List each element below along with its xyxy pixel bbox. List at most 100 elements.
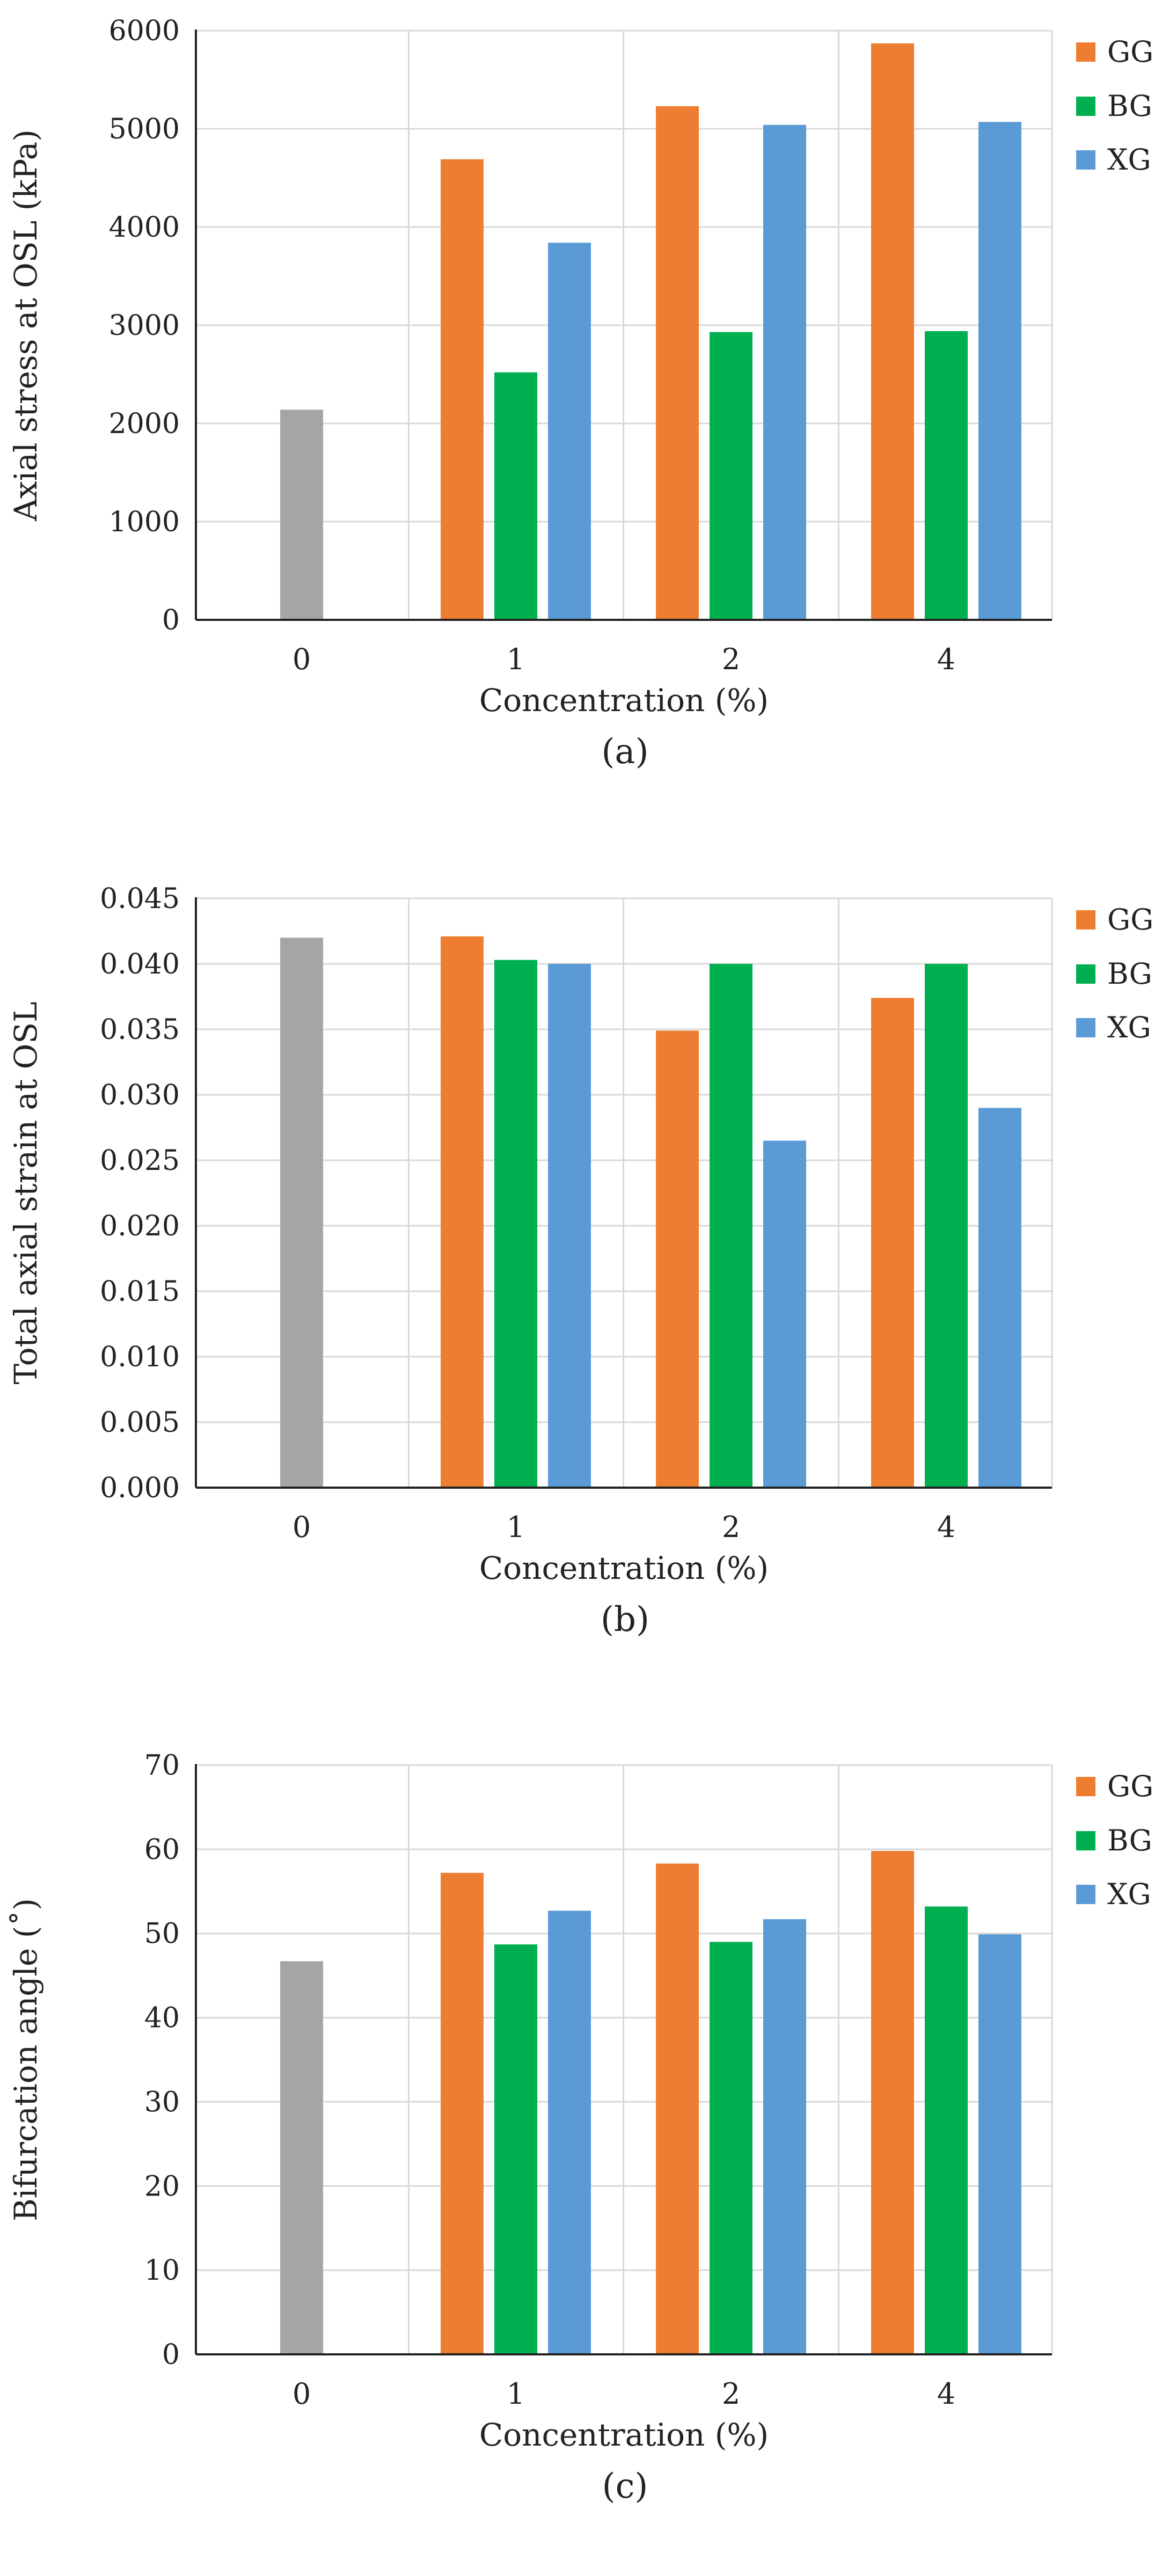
y-tick-label: 0 [162, 604, 180, 636]
x-tick-label: 4 [937, 642, 955, 676]
y-tick-label: 0.005 [100, 1407, 180, 1439]
y-axis-title: Bifurcation angle (˚) [8, 1898, 44, 2221]
legend-label-gg: GG [1107, 1769, 1153, 1803]
y-tick-label: 70 [144, 1750, 180, 1782]
bifurcation-angle-chart: 0 10 20 30 40 50 60 70 0 1 2 4 Concentration (%) Bifu… [8, 1750, 1153, 2506]
legend-swatch-gg [1076, 910, 1095, 930]
legend-swatch-xg [1076, 150, 1095, 170]
x-axis-title: Concentration (%) [479, 682, 769, 719]
bar-xg-1 [548, 964, 591, 1488]
bar-bg-2 [710, 964, 752, 1488]
legend-swatch-gg [1076, 1777, 1095, 1796]
bar-xg-4 [978, 1934, 1021, 2354]
y-tick-label: 0.030 [100, 1079, 180, 1111]
bar-xg-1 [548, 243, 591, 620]
chart-panel-a: 0 1000 2000 3000 4000 5000 6000 0 1 2 4 Concentrati… [0, 0, 1162, 841]
y-tick-label: 0.035 [100, 1014, 180, 1046]
y-tick-label: 0 [162, 2339, 180, 2371]
x-tick-label: 2 [722, 2377, 740, 2411]
x-tick-label: 0 [293, 642, 311, 676]
bar-gg-1 [441, 159, 484, 620]
x-tick-label: 1 [507, 642, 525, 676]
bar-bg-1 [494, 1944, 537, 2354]
bar-control-0 [280, 938, 323, 1488]
bar-gg-4 [871, 1850, 914, 2354]
bar-gg-1 [441, 1872, 484, 2354]
legend-label-bg: BG [1107, 957, 1152, 991]
y-tick-label: 60 [144, 1834, 180, 1866]
legend-swatch-gg [1076, 42, 1095, 62]
bar-xg-2 [763, 1919, 806, 2354]
legend-label-xg: XG [1107, 143, 1151, 177]
y-tick-label: 0.010 [100, 1341, 180, 1373]
x-tick-label: 4 [937, 1510, 955, 1544]
bar-xg-4 [978, 122, 1021, 620]
figure-caption: (a) [601, 732, 648, 772]
bar-bg-4 [925, 331, 968, 620]
bar-gg-2 [656, 1030, 699, 1488]
y-axis-title: Total axial strain at OSL [8, 1001, 44, 1384]
axial-strain-chart: 0.000 0.005 0.010 0.015 0.020 0.025 0.030 0.035… [8, 883, 1153, 1640]
legend-swatch-xg [1076, 1885, 1095, 1904]
bar-control-0 [280, 409, 323, 620]
y-tick-label: 0.015 [100, 1276, 180, 1308]
bar-bg-2 [710, 1942, 752, 2354]
bar-gg-1 [441, 936, 484, 1488]
legend-label-xg: XG [1107, 1877, 1151, 1911]
y-tick-label: 6000 [109, 15, 180, 47]
x-axis-title: Concentration (%) [479, 2417, 769, 2453]
bar-xg-4 [978, 1108, 1021, 1488]
y-tick-label: 0.040 [100, 948, 180, 980]
bar-gg-4 [871, 43, 914, 620]
x-tick-label: 2 [722, 1510, 740, 1544]
axial-stress-chart: 0 1000 2000 3000 4000 5000 6000 0 1 2 4 Concentrati… [8, 15, 1153, 772]
y-tick-label: 30 [144, 2086, 180, 2118]
bar-xg-2 [763, 1140, 806, 1488]
y-tick-label: 0.025 [100, 1145, 180, 1177]
y-tick-label: 0.000 [100, 1472, 180, 1504]
x-tick-label: 0 [293, 1510, 311, 1544]
bar-gg-2 [656, 106, 699, 620]
y-tick-label: 2000 [109, 408, 180, 440]
x-tick-label: 1 [507, 2377, 525, 2411]
x-tick-label: 1 [507, 1510, 525, 1544]
legend-swatch-xg [1076, 1018, 1095, 1037]
legend-swatch-bg [1076, 1831, 1095, 1850]
chart-panel-c: 0 10 20 30 40 50 60 70 0 1 2 4 Concentration (%) Bifu… [0, 1735, 1162, 2576]
x-tick-label: 0 [293, 2377, 311, 2411]
legend-swatch-bg [1076, 97, 1095, 116]
legend-label-gg: GG [1107, 903, 1153, 936]
bar-control-0 [280, 1961, 323, 2354]
bar-bg-1 [494, 960, 537, 1488]
x-tick-label: 4 [937, 2377, 955, 2411]
figure-caption: (b) [601, 1600, 649, 1640]
x-tick-label: 2 [722, 642, 740, 676]
y-tick-label: 40 [144, 2002, 180, 2035]
bar-gg-4 [871, 998, 914, 1488]
legend-label-xg: XG [1107, 1011, 1151, 1044]
bar-bg-2 [710, 332, 752, 620]
y-tick-label: 4000 [109, 211, 180, 244]
y-tick-label: 0.020 [100, 1210, 180, 1242]
legend-swatch-bg [1076, 964, 1095, 984]
y-axis-title: Axial stress at OSL (kPa) [8, 129, 44, 522]
y-tick-label: 50 [144, 1918, 180, 1950]
x-axis-title: Concentration (%) [479, 1550, 769, 1586]
legend-label-bg: BG [1107, 1824, 1152, 1857]
figure-caption: (c) [602, 2467, 648, 2506]
y-tick-label: 3000 [109, 310, 180, 342]
bar-bg-4 [925, 964, 968, 1488]
bar-gg-2 [656, 1863, 699, 2354]
y-tick-label: 20 [144, 2170, 180, 2202]
y-tick-label: 0.045 [100, 883, 180, 915]
y-tick-label: 5000 [109, 113, 180, 145]
y-tick-label: 10 [144, 2255, 180, 2287]
y-tick-label: 1000 [109, 506, 180, 538]
bar-xg-1 [548, 1911, 591, 2354]
legend-label-bg: BG [1107, 89, 1152, 123]
bar-bg-4 [925, 1906, 968, 2354]
legend-label-gg: GG [1107, 35, 1153, 69]
bar-bg-1 [494, 372, 537, 620]
bar-xg-2 [763, 125, 806, 620]
chart-panel-b: 0.000 0.005 0.010 0.015 0.020 0.025 0.030 0.035… [0, 868, 1162, 1709]
